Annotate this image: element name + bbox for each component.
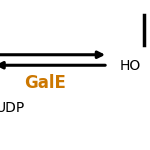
Text: UDP: UDP (0, 101, 25, 115)
Text: GalE: GalE (24, 74, 66, 92)
Text: HO: HO (120, 59, 141, 73)
